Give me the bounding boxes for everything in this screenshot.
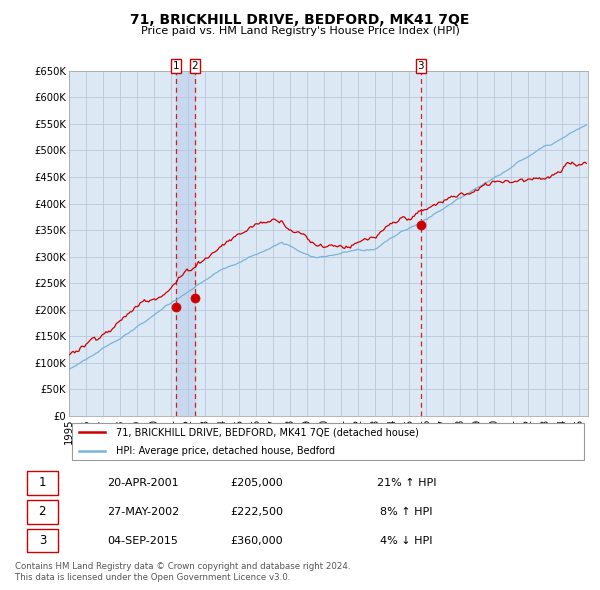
Text: 71, BRICKHILL DRIVE, BEDFORD, MK41 7QE: 71, BRICKHILL DRIVE, BEDFORD, MK41 7QE <box>130 13 470 27</box>
Bar <box>176 71 195 416</box>
Text: 21% ↑ HPI: 21% ↑ HPI <box>377 478 436 488</box>
Text: £360,000: £360,000 <box>230 536 283 546</box>
Text: Price paid vs. HM Land Registry's House Price Index (HPI): Price paid vs. HM Land Registry's House … <box>140 26 460 36</box>
Text: Contains HM Land Registry data © Crown copyright and database right 2024.: Contains HM Land Registry data © Crown c… <box>15 562 350 571</box>
Text: 4% ↓ HPI: 4% ↓ HPI <box>380 536 433 546</box>
FancyBboxPatch shape <box>26 471 58 495</box>
FancyBboxPatch shape <box>71 423 584 460</box>
Text: 71, BRICKHILL DRIVE, BEDFORD, MK41 7QE (detached house): 71, BRICKHILL DRIVE, BEDFORD, MK41 7QE (… <box>116 427 419 437</box>
Text: 1: 1 <box>173 61 179 71</box>
FancyBboxPatch shape <box>26 529 58 552</box>
Text: 2: 2 <box>38 505 46 518</box>
Text: £222,500: £222,500 <box>230 507 283 517</box>
Text: 3: 3 <box>38 534 46 547</box>
Text: 27-MAY-2002: 27-MAY-2002 <box>107 507 179 517</box>
Text: 2: 2 <box>191 61 198 71</box>
Text: This data is licensed under the Open Government Licence v3.0.: This data is licensed under the Open Gov… <box>15 573 290 582</box>
Text: 20-APR-2001: 20-APR-2001 <box>107 478 179 488</box>
Text: 3: 3 <box>418 61 424 71</box>
Text: 1: 1 <box>38 477 46 490</box>
Text: 04-SEP-2015: 04-SEP-2015 <box>107 536 178 546</box>
Text: £205,000: £205,000 <box>230 478 283 488</box>
FancyBboxPatch shape <box>26 500 58 523</box>
Text: HPI: Average price, detached house, Bedford: HPI: Average price, detached house, Bedf… <box>116 445 335 455</box>
Text: 8% ↑ HPI: 8% ↑ HPI <box>380 507 433 517</box>
